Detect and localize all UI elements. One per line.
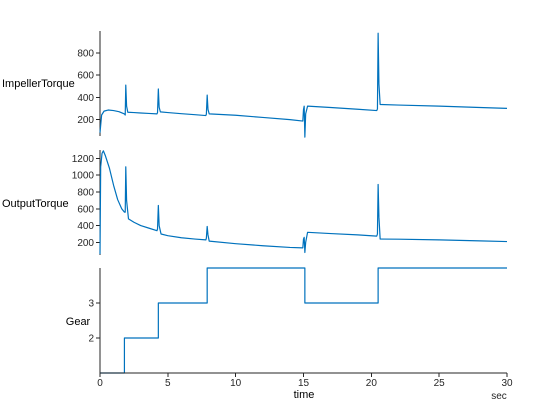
x-axis-unit: sec: [491, 391, 507, 402]
chart-panels: 200 400 600 800 ImpellerTorque 200 400 600 800 10…: [2, 31, 508, 374]
y-tick-label-3-2: 2: [88, 334, 94, 345]
x-tick-label-30: 30: [501, 378, 513, 389]
y-tick-label-1-800: 800: [77, 49, 94, 60]
y-axis-label-2: OutputTorque: [2, 198, 69, 210]
x-tick-label-5: 5: [165, 378, 171, 389]
y-tick-label-3-3: 3: [88, 299, 94, 310]
y-tick-label-1-400: 400: [77, 93, 94, 104]
x-tick-label-20: 20: [366, 378, 378, 389]
y-tick-label-2-1200: 1200: [72, 154, 95, 165]
x-tick-label-15: 15: [298, 378, 310, 389]
series-line-1: [99, 32, 508, 138]
y-axis-label-1: ImpellerTorque: [2, 78, 75, 90]
y-tick-label-2-800: 800: [77, 188, 94, 199]
x-tick-label-0: 0: [97, 378, 103, 389]
series-line-2: [99, 150, 508, 255]
y-axis-label-3: Gear: [66, 316, 91, 328]
y-tick-label-2-400: 400: [77, 221, 94, 232]
panel-1: 200 400 600 800 ImpellerTorque: [2, 31, 508, 138]
x-tick-label-25: 25: [434, 378, 446, 389]
y-tick-label-1-600: 600: [77, 71, 94, 82]
x-tick-label-10: 10: [230, 378, 242, 389]
x-axis-label: time: [294, 389, 315, 401]
series-line-3: [100, 267, 507, 374]
y-tick-label-2-1000: 1000: [72, 171, 95, 182]
y-tick-label-2-200: 200: [77, 238, 94, 249]
y-tick-label-2-600: 600: [77, 204, 94, 215]
panel-3: 2 3 Gear: [66, 267, 507, 374]
x-axis: 0 5 10 15 20 25 30: [97, 372, 513, 389]
y-tick-label-1-200: 200: [77, 115, 94, 126]
panel-2: 200 400 600 800 1000 1200 OutputTorque: [2, 150, 508, 255]
